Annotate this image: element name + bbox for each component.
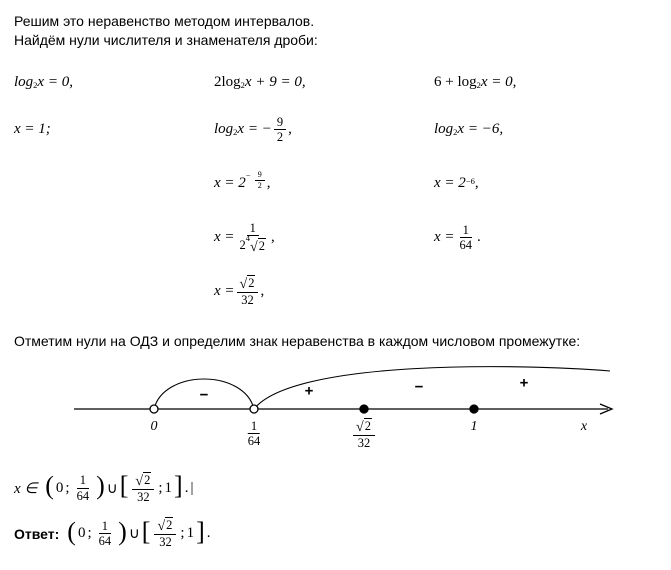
eq-r3c3: x = 2−6, — [434, 158, 634, 210]
axis-x-label: x — [581, 419, 587, 435]
eq-r4c2: x = 1 24√2 , — [214, 212, 434, 264]
eq-r1c2: 2log2x + 9 = 0, — [214, 64, 434, 102]
axis-tick-label: 164 — [243, 419, 266, 449]
eq-r1c3: 6 + log2x = 0, — [434, 64, 634, 102]
intro: Решим это неравенство методом интервалов… — [14, 12, 657, 50]
axis-tick-label: √232 — [351, 419, 377, 451]
intro-line-1: Решим это неравенство методом интервалов… — [14, 12, 657, 31]
eq-r5c2: x = √2 32 , — [214, 266, 434, 318]
eq-r3c2: x = 2 − 92 , — [214, 158, 434, 210]
eq-r4c3: x = 164 . — [434, 212, 634, 264]
sign-label: − — [200, 386, 209, 403]
eq-r2c3: log2x = −6, — [434, 104, 634, 156]
answer-line: Ответ: ( 0; 164 ) ∪ [ √232 ; 1 ] . — [14, 518, 657, 550]
axis-tick-label: 1 — [471, 419, 478, 435]
sign-label: + — [305, 382, 314, 399]
result-interval: x ∈ ( 0; 164 ) ∪ [ √232 ; 1 ] .| — [14, 473, 657, 505]
equations-grid: log2x = 0, 2log2x + 9 = 0, 6 + log2x = 0… — [14, 64, 657, 318]
eq-r1c1: log2x = 0, — [14, 64, 214, 102]
sign-label: + — [520, 374, 529, 391]
section-2-text: Отметим нули на ОДЗ и определим знак нер… — [14, 332, 657, 351]
eq-r2c1: x = 1; — [14, 104, 214, 156]
intro-line-2: Найдём нули числителя и знаменателя дроб… — [14, 31, 657, 50]
axis-tick-label: 0 — [151, 419, 158, 435]
answer-label: Ответ: — [14, 526, 59, 542]
number-line: − + − +0 164 √232 1 x — [74, 361, 614, 459]
sign-label: − — [415, 378, 424, 395]
eq-r2c2: log2x = − 92 , — [214, 104, 434, 156]
